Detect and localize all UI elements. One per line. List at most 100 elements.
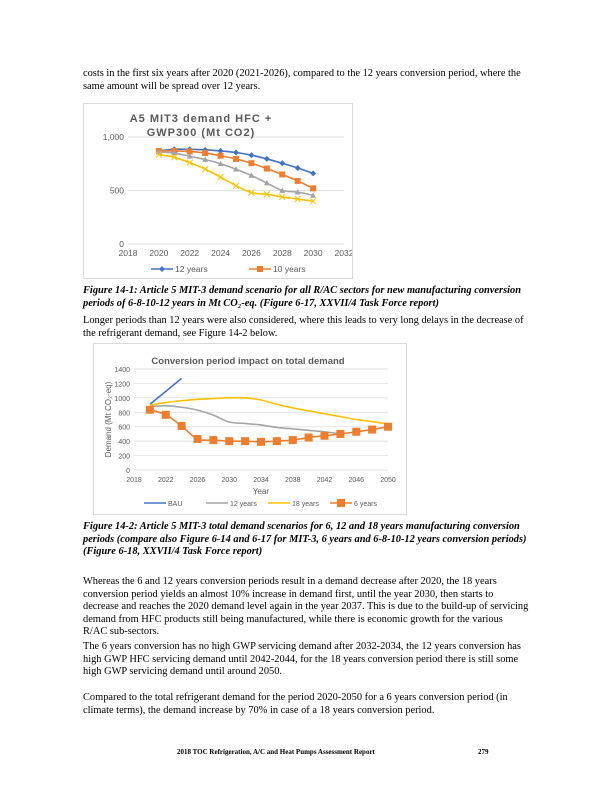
x-tick-label: 2024 [211, 248, 230, 258]
data-point [294, 189, 301, 195]
data-point [202, 156, 209, 162]
y-tick-label: 1000 [114, 396, 130, 403]
data-point [279, 187, 286, 193]
chart-title: A5 MIT3 demand HFC + [130, 113, 273, 125]
chart-title: GWP300 (Mt CO2) [147, 127, 256, 139]
data-point [368, 425, 377, 434]
data-point [225, 437, 234, 446]
x-tick-label: 2026 [242, 248, 261, 258]
data-point [217, 160, 224, 167]
data-point [294, 177, 301, 184]
data-point [279, 160, 286, 167]
y-tick-label: 0 [126, 468, 130, 475]
data-point [248, 152, 255, 159]
y-tick-label: 1400 [114, 367, 130, 374]
data-point [352, 427, 361, 436]
data-point [159, 266, 165, 272]
data-point [304, 433, 313, 442]
y-axis-label: Demand (Mt CO₂-eq) [104, 381, 113, 457]
x-tick-label: 2020 [149, 248, 168, 258]
x-tick-label: 2032 [335, 248, 352, 258]
series-line [149, 377, 183, 405]
data-point [279, 171, 286, 178]
data-point [186, 153, 193, 159]
y-tick-label: 600 [118, 425, 130, 432]
data-point [309, 197, 317, 205]
x-tick-label: 2018 [126, 477, 142, 484]
x-tick-label: 2034 [253, 477, 269, 484]
data-point [193, 434, 202, 443]
data-point [202, 150, 209, 157]
paragraph: Whereas the 6 and 12 years conversion pe… [83, 576, 529, 638]
paragraph: Compared to the total refrigerant demand… [83, 692, 508, 716]
x-tick-label: 2030 [304, 248, 323, 258]
x-tick-label: 2018 [119, 248, 138, 258]
series-line [149, 396, 389, 425]
data-point [310, 185, 317, 192]
data-point [186, 159, 194, 167]
legend-label: 12 years [230, 501, 257, 508]
data-point [155, 151, 163, 159]
data-point [263, 190, 271, 198]
data-point [217, 152, 224, 159]
x-tick-label: 2042 [317, 477, 333, 484]
data-point [278, 193, 286, 201]
data-point [217, 173, 224, 181]
data-point [209, 436, 218, 445]
data-point [233, 155, 239, 162]
x-tick-label: 2038 [285, 477, 301, 484]
x-tick-label: 2026 [190, 477, 206, 484]
x-tick-label: 2022 [158, 477, 174, 484]
series-line [149, 408, 389, 443]
legend-label: 18 years [292, 501, 319, 508]
intro-paragraph: costs in the first six years after 2020 … [83, 68, 521, 92]
data-point [232, 182, 240, 190]
paragraph: The 6 years conversion has no high GWP s… [83, 641, 521, 678]
data-point [171, 150, 178, 156]
data-point [263, 165, 270, 172]
figure-14-2-chart: 0 200 400 600 800 1000 1200 1400 2018 2022 2026 203… [93, 343, 407, 515]
data-point [233, 149, 239, 156]
chart-title: Conversion period impact on total demand [151, 356, 344, 367]
page-number: 279 [478, 748, 489, 756]
x-tick-label: 2022 [180, 248, 199, 258]
data-point [177, 421, 186, 430]
data-point [145, 405, 154, 414]
y-tick-label: 1,000 [103, 132, 125, 142]
data-point [161, 410, 170, 419]
data-point [294, 195, 302, 203]
y-tick-label: 1200 [114, 381, 130, 388]
legend-label: 6 years [354, 501, 377, 508]
data-point [320, 431, 329, 440]
y-tick-label: 200 [118, 454, 130, 461]
data-point [263, 155, 270, 162]
data-point [272, 437, 281, 446]
figure-14-1-chart: 0 500 1,000 2018 2020 2022 2024 2026 2028 2030 203… [83, 103, 354, 279]
series-line [149, 404, 341, 435]
data-point [233, 166, 239, 172]
x-tick-label: 2028 [273, 248, 292, 258]
figure-14-2-caption: Figure 14-2: Article 5 MIT-3 total deman… [83, 521, 527, 558]
paragraph: Longer periods than 12 years were also c… [83, 315, 524, 339]
legend-label: BAU [168, 501, 182, 508]
data-point [186, 148, 193, 155]
y-tick-label: 800 [118, 410, 130, 417]
y-tick-label: 0 [119, 239, 124, 249]
x-tick-label: 2030 [221, 477, 237, 484]
data-point [384, 422, 392, 431]
data-point [241, 437, 250, 446]
data-point [248, 189, 255, 196]
data-point [336, 429, 345, 438]
data-point [294, 165, 301, 172]
data-point [248, 172, 255, 178]
data-point [257, 266, 263, 272]
data-point [170, 153, 178, 161]
x-tick-label: 2050 [380, 477, 396, 484]
data-point [310, 170, 317, 177]
data-point [257, 437, 265, 446]
y-tick-label: 500 [110, 186, 124, 196]
legend-label: 12 years [175, 264, 208, 274]
legend-label: 10 years [273, 264, 306, 274]
x-axis-label: Year [253, 487, 270, 496]
